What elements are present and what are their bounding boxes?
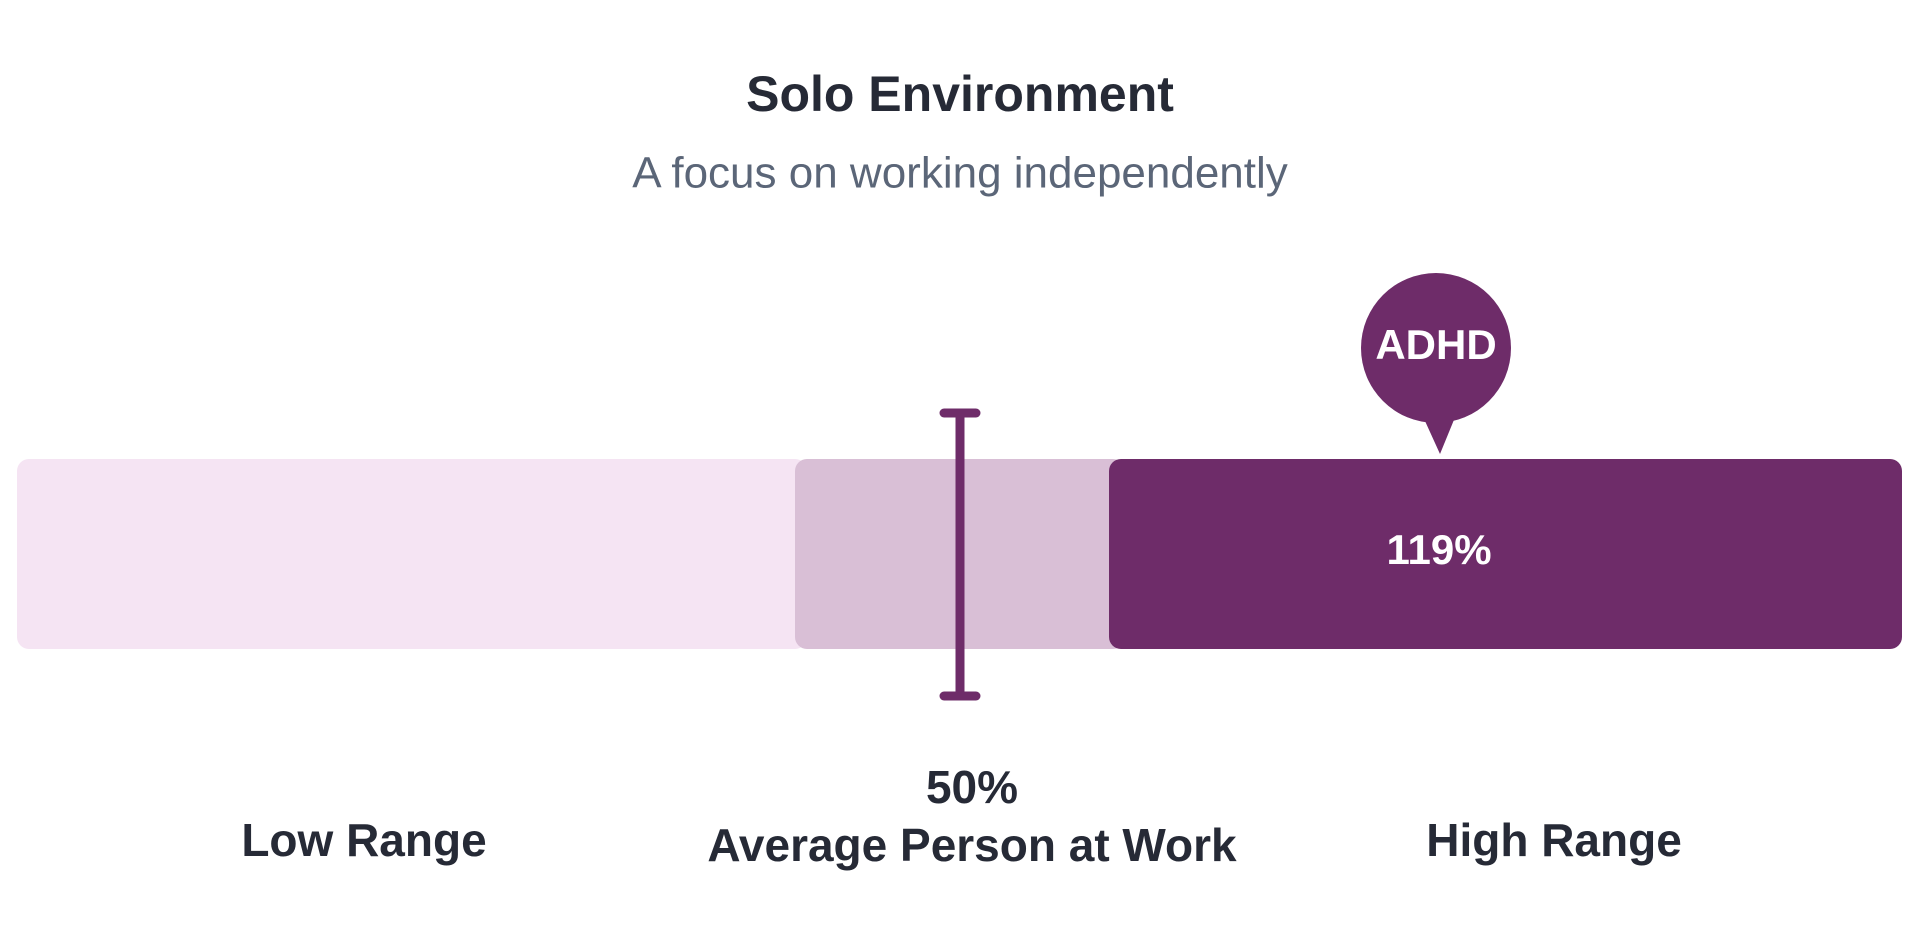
high-range-band (1109, 459, 1902, 649)
pin-tail (1420, 410, 1458, 454)
average-label: Average Person at Work (707, 819, 1237, 871)
marker-value: 119% (1386, 526, 1491, 573)
low-range-band (17, 459, 807, 649)
title: Solo Environment (746, 66, 1174, 122)
pin-circle (1361, 273, 1511, 423)
average-marker (939, 408, 981, 701)
low-range-label: Low Range (241, 814, 486, 866)
adhd-pin: ADHD (1361, 273, 1511, 454)
average-value: 50% (926, 761, 1018, 813)
subtitle: A focus on working independently (632, 149, 1288, 198)
pin-label: ADHD (1375, 321, 1496, 368)
high-range-label: High Range (1426, 814, 1682, 866)
